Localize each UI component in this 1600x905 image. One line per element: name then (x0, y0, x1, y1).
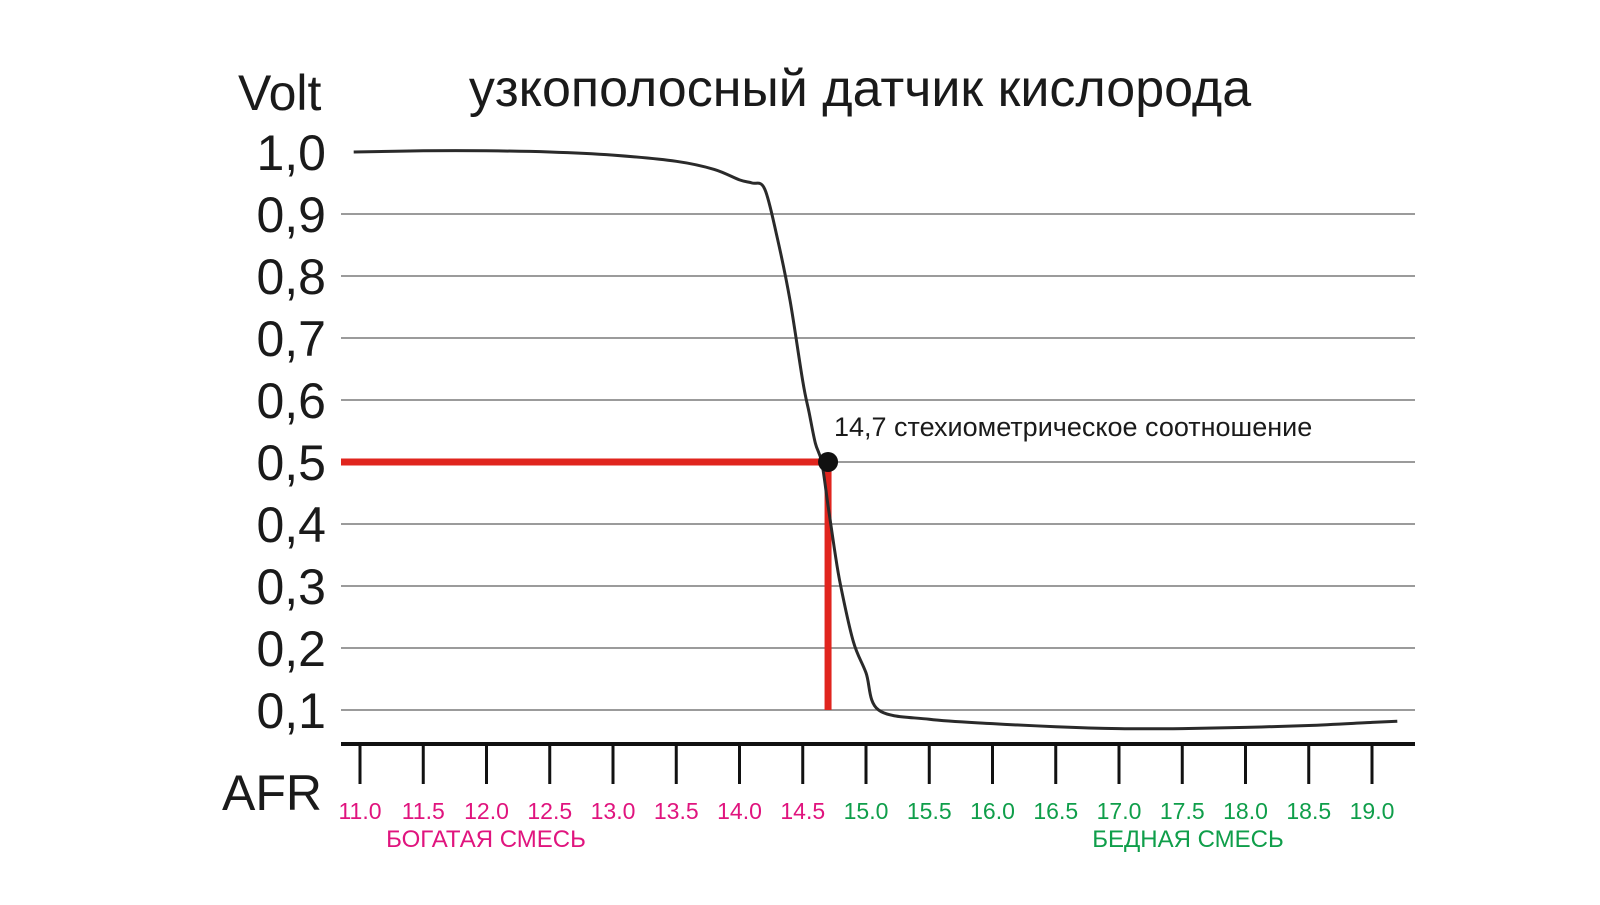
x-tick-label: 14.5 (780, 798, 825, 824)
x-axis-tick-labels: 11.0 11.5 12.0 12.5 13.0 13.5 14.0 14.5 15.0 15.5… (338, 798, 1394, 824)
x-tick-label: 13.0 (591, 798, 636, 824)
y-tick-label: 0,6 (256, 373, 326, 429)
y-tick-label: 0,8 (256, 249, 326, 305)
y-tick-label: 0,1 (256, 683, 326, 739)
x-tick-label: 14.0 (717, 798, 762, 824)
rich-mixture-label: БОГАТАЯ СМЕСЬ (386, 826, 586, 853)
x-tick-label: 11.5 (402, 798, 445, 824)
x-tick-label: 12.5 (527, 798, 572, 824)
x-tick-label: 12.0 (464, 798, 509, 824)
x-tick-label: 13.5 (654, 798, 699, 824)
curve-layer (353, 149, 1398, 731)
y-axis-label: Volt (238, 65, 322, 121)
y-tick-label: 0,9 (256, 187, 326, 243)
x-tick-label: 17.0 (1097, 798, 1142, 824)
lean-mixture-label: БЕДНАЯ СМЕСЬ (1092, 826, 1284, 853)
stoichiometric-point (818, 452, 839, 472)
chart-title: узкополосный датчик кислорода (469, 60, 1251, 118)
x-tick-label: 15.5 (907, 798, 952, 824)
x-tick-label: 15.0 (844, 798, 889, 824)
x-tick-label: 18.5 (1286, 798, 1331, 824)
x-axis (341, 742, 1415, 784)
x-tick-label: 16.0 (970, 798, 1015, 824)
y-tick-label: 0,7 (256, 311, 326, 367)
y-tick-label: 0,2 (256, 621, 326, 677)
y-tick-label: 0,5 (256, 435, 326, 491)
x-tick-label: 19.0 (1350, 798, 1395, 824)
x-tick-label: 18.0 (1223, 798, 1268, 824)
y-tick-label: 0,4 (256, 497, 326, 553)
y-axis-ticks: 1,0 0,9 0,8 0,7 0,6 0,5 0,4 0,3 0,2 0,1 (256, 125, 326, 739)
x-tick-label: 17.5 (1160, 798, 1205, 824)
stoichiometric-annotation: 14,7 стехиометрическое соотношение (834, 412, 1312, 442)
y-tick-label: 0,3 (256, 559, 326, 615)
x-axis-label: AFR (222, 765, 322, 821)
y-tick-label: 1,0 (256, 125, 326, 181)
x-tick-label: 16.5 (1033, 798, 1078, 824)
x-tick-label: 11.0 (338, 798, 381, 824)
